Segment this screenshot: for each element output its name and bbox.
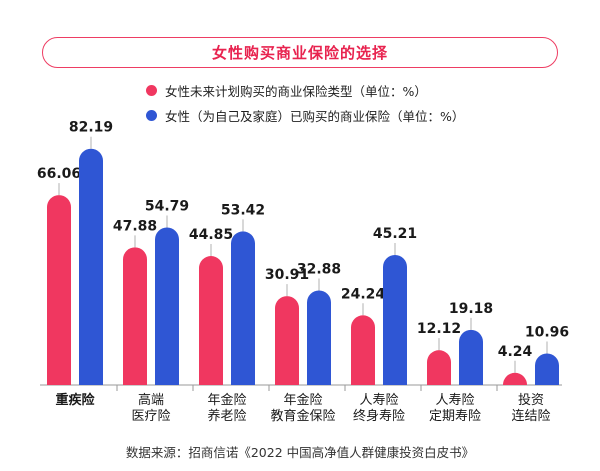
bar-purchased-2	[231, 231, 255, 385]
data-label-1-4: 45.21	[373, 226, 417, 242]
bar-purchased-6	[535, 353, 559, 385]
category-label-6-1: 连结险	[511, 408, 550, 424]
bar-purchased-0	[79, 148, 103, 385]
chart-title: 女性购买商业保险的选择	[42, 37, 558, 68]
category-label-2-1: 养老险	[207, 408, 246, 424]
bar-purchased-1	[155, 227, 179, 385]
category-label-4-1: 终身寿险	[353, 408, 405, 424]
bar-planned-3	[275, 296, 299, 385]
category-label-6-0: 投资	[518, 392, 544, 408]
data-label-0-1: 47.88	[113, 218, 157, 234]
category-label-0-0: 重疾险	[55, 392, 95, 408]
data-label-0-6: 4.24	[498, 344, 533, 360]
bar-planned-4	[351, 315, 375, 385]
data-label-0-2: 44.85	[189, 227, 233, 243]
category-label-2-0: 年金险	[207, 392, 246, 408]
category-label-5-1: 定期寿险	[429, 409, 481, 424]
legend-item-planned: 女性未来计划购买的商业保险类型（单位：%）	[146, 80, 464, 100]
bar-planned-6	[503, 372, 527, 385]
legend-item-purchased: 女性（为自己及家庭）已购买的商业保险（单位：%）	[146, 105, 464, 125]
data-label-1-1: 54.79	[145, 198, 189, 214]
category-label-3-0: 年金险	[283, 392, 322, 408]
category-label-1-0: 高端	[138, 392, 164, 408]
data-label-0-5: 12.12	[417, 321, 461, 337]
data-source: 数据来源：招商信诺《2022 中国高净值人群健康投资白皮书》	[125, 445, 475, 460]
bar-planned-2	[199, 256, 223, 385]
data-label-0-3: 30.91	[265, 267, 309, 283]
legend-dot-blue	[146, 109, 157, 121]
data-label-1-6: 10.96	[525, 324, 569, 340]
bar-planned-5	[427, 350, 451, 385]
legend-dot-red	[146, 84, 157, 96]
category-label-5-0: 人寿险	[435, 393, 474, 408]
data-label-1-3: 32.88	[297, 261, 341, 277]
chart-title-text: 女性购买商业保险的选择	[211, 44, 388, 62]
category-label-1-1: 医疗险	[131, 409, 170, 424]
data-label-1-5: 19.18	[449, 301, 493, 317]
legend-label-planned: 女性未来计划购买的商业保险类型（单位：%）	[165, 83, 427, 99]
data-label-0-4: 24.24	[341, 286, 386, 302]
bar-planned-1	[123, 247, 147, 385]
bar-purchased-4	[383, 255, 407, 385]
data-label-1-0: 82.19	[69, 120, 113, 136]
data-label-1-2: 53.42	[221, 202, 265, 218]
bar-purchased-5	[459, 329, 483, 385]
category-label-4-0: 人寿险	[359, 393, 398, 408]
bar-planned-0	[47, 195, 71, 385]
legend: 女性未来计划购买的商业保险类型（单位：%） 女性（为自己及家庭）已购买的商业保险…	[146, 80, 464, 130]
data-label-0-0: 66.06	[37, 166, 81, 182]
legend-label-purchased: 女性（为自己及家庭）已购买的商业保险（单位：%）	[165, 108, 465, 124]
category-label-3-1: 教育金保险	[270, 408, 335, 424]
bar-purchased-3	[307, 290, 331, 385]
